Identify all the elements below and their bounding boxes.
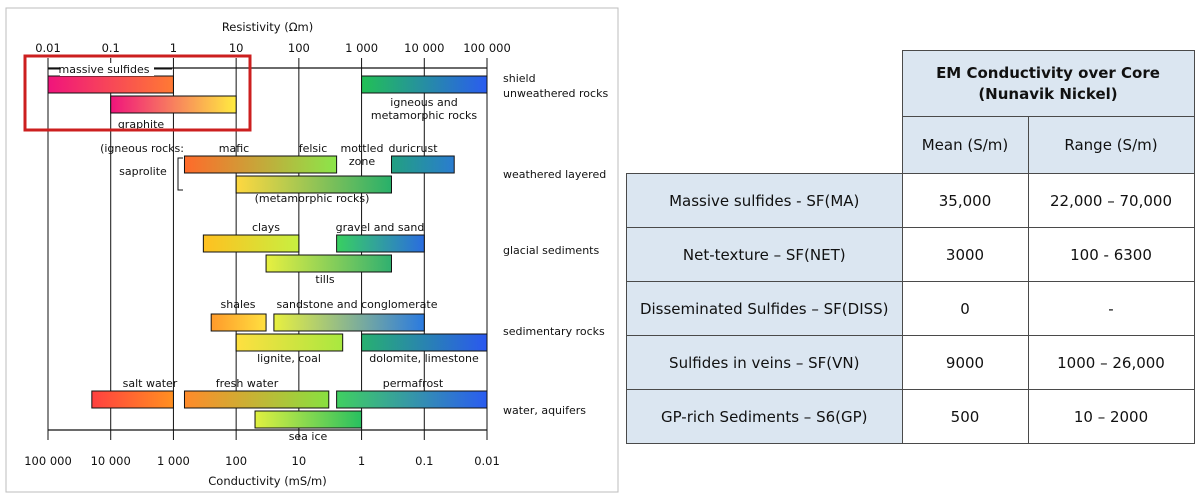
row-label: Disseminated Sulfides – SF(DISS)	[626, 281, 903, 336]
row-range: 22,000 – 70,000	[1027, 173, 1195, 228]
bar-label: felsic	[299, 142, 328, 155]
chart-frame	[5, 7, 619, 493]
bottom-tick-label: 100 000	[24, 454, 72, 468]
bar-label: mafic	[219, 142, 249, 155]
bottom-tick-label: 0.1	[415, 454, 433, 468]
row-range: 10 – 2000	[1027, 389, 1195, 444]
row-mean: 3000	[901, 227, 1029, 282]
row-mean: 0	[901, 281, 1029, 336]
bar	[361, 333, 488, 352]
em-conductivity-table: EM Conductivity over Core (Nunavik Nickel…	[626, 50, 1195, 444]
bar-label: fresh water	[216, 377, 279, 390]
bottom-tick-label: 1 000	[157, 454, 190, 468]
category-label: weathered layered	[503, 168, 606, 181]
bar-label: permafrost	[383, 377, 444, 390]
bar-label: salt water	[123, 377, 178, 390]
bar	[254, 410, 363, 429]
bar	[210, 313, 267, 332]
annotation-igneous-rocks: (igneous rocks:	[100, 142, 184, 155]
bar-label: dolomite, limestone	[369, 352, 479, 365]
row-mean: 35,000	[901, 173, 1029, 228]
row-label: Net-texture – SF(NET)	[626, 227, 903, 282]
row-label: Massive sulfides - SF(MA)	[626, 173, 903, 228]
category-label: glacial sediments	[503, 244, 599, 257]
bar-label: sea ice	[289, 430, 328, 443]
table-row: Disseminated Sulfides – SF(DISS) 0 -	[626, 281, 1195, 336]
row-mean: 9000	[901, 335, 1029, 390]
resistivity-chart-panel: 0.01 100 000 0.1 10 000 1 1 000 10 100 100 10 1 00…	[5, 7, 619, 493]
bottom-tick-label: 10 000	[91, 454, 131, 468]
bar	[47, 75, 174, 94]
top-tick-label: 0.01	[35, 41, 61, 55]
bar-label: shales	[221, 298, 256, 311]
row-label: Sulfides in veins – SF(VN)	[626, 335, 903, 390]
saprolite-brace	[177, 157, 183, 191]
top-tick-label: 100	[288, 41, 310, 55]
highlight-box	[23, 54, 252, 132]
bar	[202, 234, 300, 253]
top-axis-title: Resistivity (Ωm)	[222, 20, 313, 34]
row-mean: 500	[901, 389, 1029, 444]
bar	[110, 95, 237, 114]
bar-label: lignite, coal	[257, 352, 321, 365]
resistivity-chart: 0.01 100 000 0.1 10 000 1 1 000 10 100 100 10 1 00…	[5, 7, 619, 493]
bar	[235, 333, 344, 352]
row-range: 100 - 6300	[1027, 227, 1195, 282]
bar-label: tills	[315, 273, 334, 286]
table-row: Net-texture – SF(NET) 3000 100 - 6300	[626, 227, 1195, 282]
table-row: Sulfides in veins – SF(VN) 9000 1000 – 2…	[626, 335, 1195, 390]
bar	[390, 155, 455, 174]
bar	[336, 234, 425, 253]
bar	[265, 254, 392, 273]
row-range: 1000 – 26,000	[1027, 335, 1195, 390]
bar	[361, 75, 488, 94]
bar-label: duricrust	[388, 142, 438, 155]
category-label: sedimentary rocks	[503, 325, 605, 338]
bar-label: clays	[252, 221, 280, 234]
bar	[336, 390, 488, 409]
annotation-saprolite: saprolite	[119, 165, 167, 178]
bottom-tick-label: 10	[292, 454, 307, 468]
top-tick-label: 10	[229, 41, 244, 55]
category-label: shield unweathered rocks	[503, 72, 608, 100]
bottom-tick-label: 1	[358, 454, 365, 468]
bar	[91, 390, 174, 409]
column-header-mean: Mean (S/m)	[901, 116, 1029, 174]
row-label: GP-rich Sediments – S6(GP)	[626, 389, 903, 444]
table-title: EM Conductivity over Core (Nunavik Nickel…	[901, 50, 1195, 117]
bar-label: sandstone and conglomerate	[277, 298, 438, 311]
top-tick-label: 1	[170, 41, 177, 55]
bar-label: massive sulfides	[59, 63, 150, 76]
bar	[183, 390, 330, 409]
table-title-text: EM Conductivity over Core (Nunavik Nickel…	[936, 63, 1160, 103]
bottom-axis-title: Conductivity (mS/m)	[208, 474, 327, 488]
bar	[273, 313, 425, 332]
label-bg	[60, 63, 154, 76]
bar-label: gravel and sand	[336, 221, 425, 234]
bar-label: igneous and metamorphic rocks	[371, 96, 477, 122]
top-tick-label: 0.1	[102, 41, 120, 55]
top-tick-label: 100 000	[463, 41, 511, 55]
annotation-mottled-zone: mottled zone	[341, 142, 384, 168]
bar-label: graphite	[118, 118, 165, 131]
table-row: Massive sulfides - SF(MA) 35,000 22,000 …	[626, 173, 1195, 228]
row-range: -	[1027, 281, 1195, 336]
bar	[235, 175, 392, 194]
top-tick-label: 1 000	[345, 41, 378, 55]
bottom-tick-label: 100	[225, 454, 247, 468]
bar-label: (metamorphic rocks)	[255, 192, 370, 205]
top-tick-label: 10 000	[404, 41, 444, 55]
category-label: water, aquifers	[503, 404, 586, 417]
column-header-range: Range (S/m)	[1027, 116, 1195, 174]
bar	[183, 155, 338, 174]
bottom-tick-label: 0.01	[474, 454, 500, 468]
table-row: GP-rich Sediments – S6(GP) 500 10 – 2000	[626, 389, 1195, 444]
